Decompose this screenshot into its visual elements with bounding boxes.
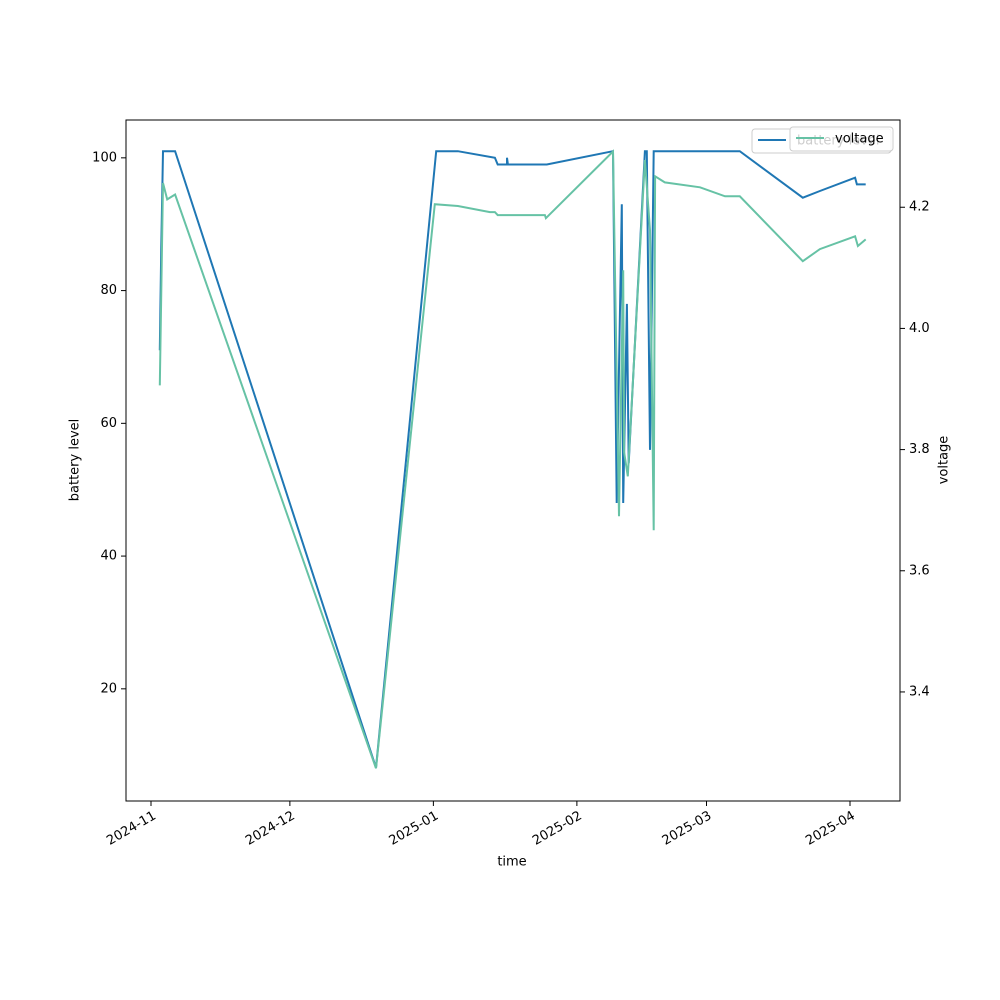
y-tick-label: 20 [100,681,117,696]
x-tick-label: 2025-02 [530,809,585,849]
x-tick-label: 2025-01 [387,809,442,849]
y-tick-label: 40 [100,549,117,564]
y-tick-label: 60 [100,416,117,431]
y-axis-label: battery level [68,419,83,502]
series-line [158,149,867,769]
plot-frame [125,119,901,802]
y2-tick-label: 3.4 [909,684,930,699]
y-tick-label: 80 [100,283,117,298]
y2-tick-label: 4.0 [909,321,930,336]
y2-tick-label: 4.2 [909,200,930,215]
series-line [158,149,866,769]
legend-box [789,126,894,152]
y-tick-label: 100 [92,150,117,165]
x-tick-label: 2024-11 [104,809,159,849]
y2-tick-label: 3.6 [909,563,930,578]
y2-tick-label: 3.8 [909,442,930,457]
x-tick-label: 2024-12 [243,809,298,849]
legend-label: voltage [835,132,884,147]
y2-axis-label: voltage [937,436,952,485]
x-tick-label: 2025-04 [803,809,858,849]
x-tick-label: 2025-03 [660,809,715,849]
x-axis-label: time [497,855,526,870]
